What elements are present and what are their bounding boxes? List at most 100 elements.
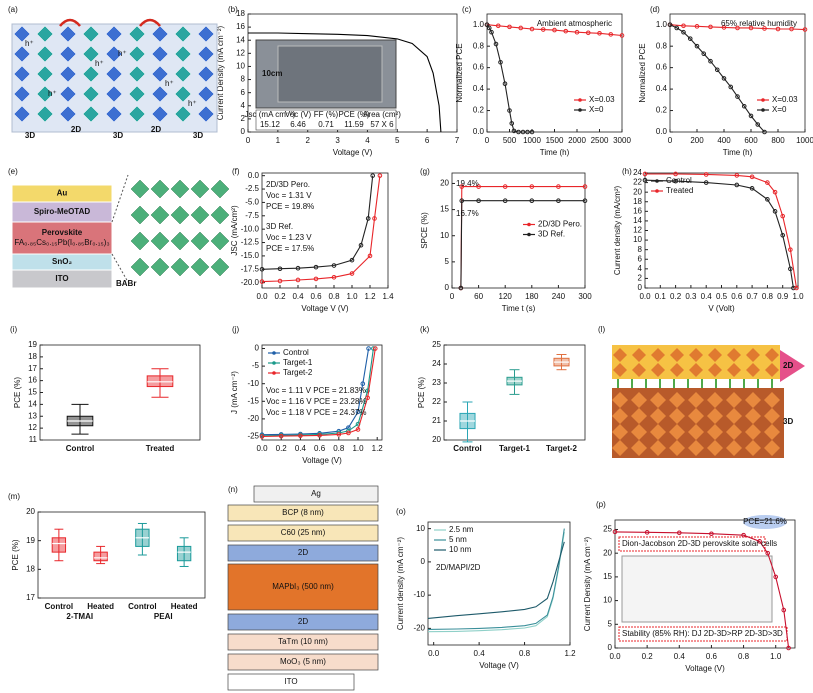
legend-label: Treated: [666, 186, 693, 195]
x-tick-label: 0.6: [310, 292, 322, 301]
data-point: [459, 198, 465, 204]
x-tick-label: 0.1: [655, 292, 667, 301]
x-tick-label: 0.0: [639, 292, 651, 301]
y-axis-title: SPCE (%): [420, 212, 429, 249]
data-point: [556, 198, 561, 204]
legend-label: 5 nm: [449, 535, 467, 544]
octahedron: [130, 205, 150, 225]
panel-letter: (f): [232, 167, 240, 176]
y-tick-label: 0.0: [656, 127, 668, 136]
octahedron: [13, 65, 31, 83]
x-tick-label: 0: [246, 136, 251, 145]
x-tick-label: 0.0: [609, 652, 621, 661]
y-tick-label: 10: [440, 231, 449, 240]
y-tick-label: 10: [633, 235, 642, 244]
x-tick-label: 500: [503, 136, 517, 145]
arrow: [139, 18, 161, 27]
legend-marker: [578, 98, 582, 102]
octahedron: [174, 25, 192, 43]
y-tick-label: 0.0: [248, 171, 260, 180]
inset-photo-grid: [277, 45, 383, 103]
plot-frame: [451, 172, 586, 289]
octahedron: [210, 231, 230, 251]
octahedron: [746, 363, 760, 377]
series-line: [261, 175, 381, 283]
y-tick-label: -10.0: [241, 224, 260, 233]
x-tick-label: 0: [450, 292, 455, 301]
data-point: [703, 172, 709, 177]
y-tick-label: 0.2: [473, 106, 485, 115]
x-tick-label: 1.2: [564, 649, 576, 658]
data-point: [349, 257, 355, 263]
data-point: [673, 171, 678, 177]
data-point: [355, 427, 361, 432]
x-axis-title: Voltage V (V): [301, 304, 348, 313]
y-axis-title: PCE (%): [11, 539, 20, 570]
data-point: [502, 198, 508, 204]
y-tick-label: 5: [445, 257, 450, 266]
y-tick-label: 0: [608, 643, 613, 652]
layer-label: MoO₃ (5 nm): [280, 657, 326, 666]
y-tick-label: 6: [638, 254, 643, 263]
octahedron: [150, 257, 170, 277]
x-tick-label: 60: [474, 292, 483, 301]
y-tick-label: 18: [26, 564, 35, 573]
zoom-line: [111, 174, 129, 223]
y-tick-label: 25: [603, 525, 612, 534]
octahedron: [764, 392, 780, 408]
layer-label: 2D: [298, 548, 308, 557]
x-tick-label: 0.4: [674, 652, 686, 661]
x-tick-label: 0.2: [642, 652, 654, 661]
series-line: [427, 528, 565, 630]
data-point: [794, 285, 799, 291]
legend-label: X=0: [772, 105, 787, 114]
annotation: 3D Ref.: [266, 222, 293, 231]
layer: [227, 633, 379, 651]
x-tick-label: 1.0: [346, 292, 358, 301]
data-point: [788, 247, 793, 252]
data-point: [507, 108, 512, 113]
layer-label: ITO: [284, 677, 297, 686]
data-point: [458, 285, 464, 291]
region-label: 2D: [151, 125, 161, 134]
legend-label: X=0.03: [589, 95, 615, 104]
x-axis-title: Voltage (V): [302, 456, 342, 465]
x-tick-label: 0.3: [685, 292, 697, 301]
plot-frame: [37, 511, 206, 599]
octahedron: [190, 231, 210, 251]
annotation: Dion-Jacobson 2D-3D perovskite solar cel…: [622, 539, 777, 548]
data-point: [367, 253, 373, 259]
octahedron: [105, 105, 123, 123]
y-tick-label: 16: [236, 22, 245, 31]
panel-letter: (m): [8, 492, 20, 501]
octahedron: [726, 408, 742, 424]
arrow: [59, 18, 81, 27]
octahedron: [13, 25, 31, 43]
x-tick-label: 1000: [523, 136, 541, 145]
annotation: 65% relative humidity: [721, 19, 797, 28]
y-tick-label: 0.8: [656, 41, 668, 50]
x-axis-title: Voltage (V): [333, 148, 373, 157]
y-tick-label: 0: [445, 283, 450, 292]
octahedron: [650, 424, 666, 440]
data-point: [520, 129, 526, 135]
legend-marker: [655, 189, 659, 193]
octahedron: [632, 348, 646, 362]
x-axis-title: Time (h): [723, 148, 753, 157]
y-tick-label: 0: [255, 344, 260, 353]
x-tick-label: 1000: [796, 136, 813, 145]
octahedron: [746, 348, 760, 362]
octahedron: [59, 25, 77, 43]
layer: [227, 673, 355, 691]
y-axis-title: Current density (mA cm⁻²): [396, 537, 405, 630]
hole-label: h⁺: [25, 39, 34, 48]
x-tick-label: Control: [66, 444, 94, 453]
table-cell: 57 X 6: [370, 120, 394, 129]
data-point: [358, 242, 364, 248]
table-header: Jsc (mA cm⁻²): [245, 110, 296, 119]
octahedron: [170, 257, 190, 277]
data-point: [486, 25, 492, 31]
octahedron: [36, 45, 54, 63]
x-tick-label: Control: [453, 444, 481, 453]
